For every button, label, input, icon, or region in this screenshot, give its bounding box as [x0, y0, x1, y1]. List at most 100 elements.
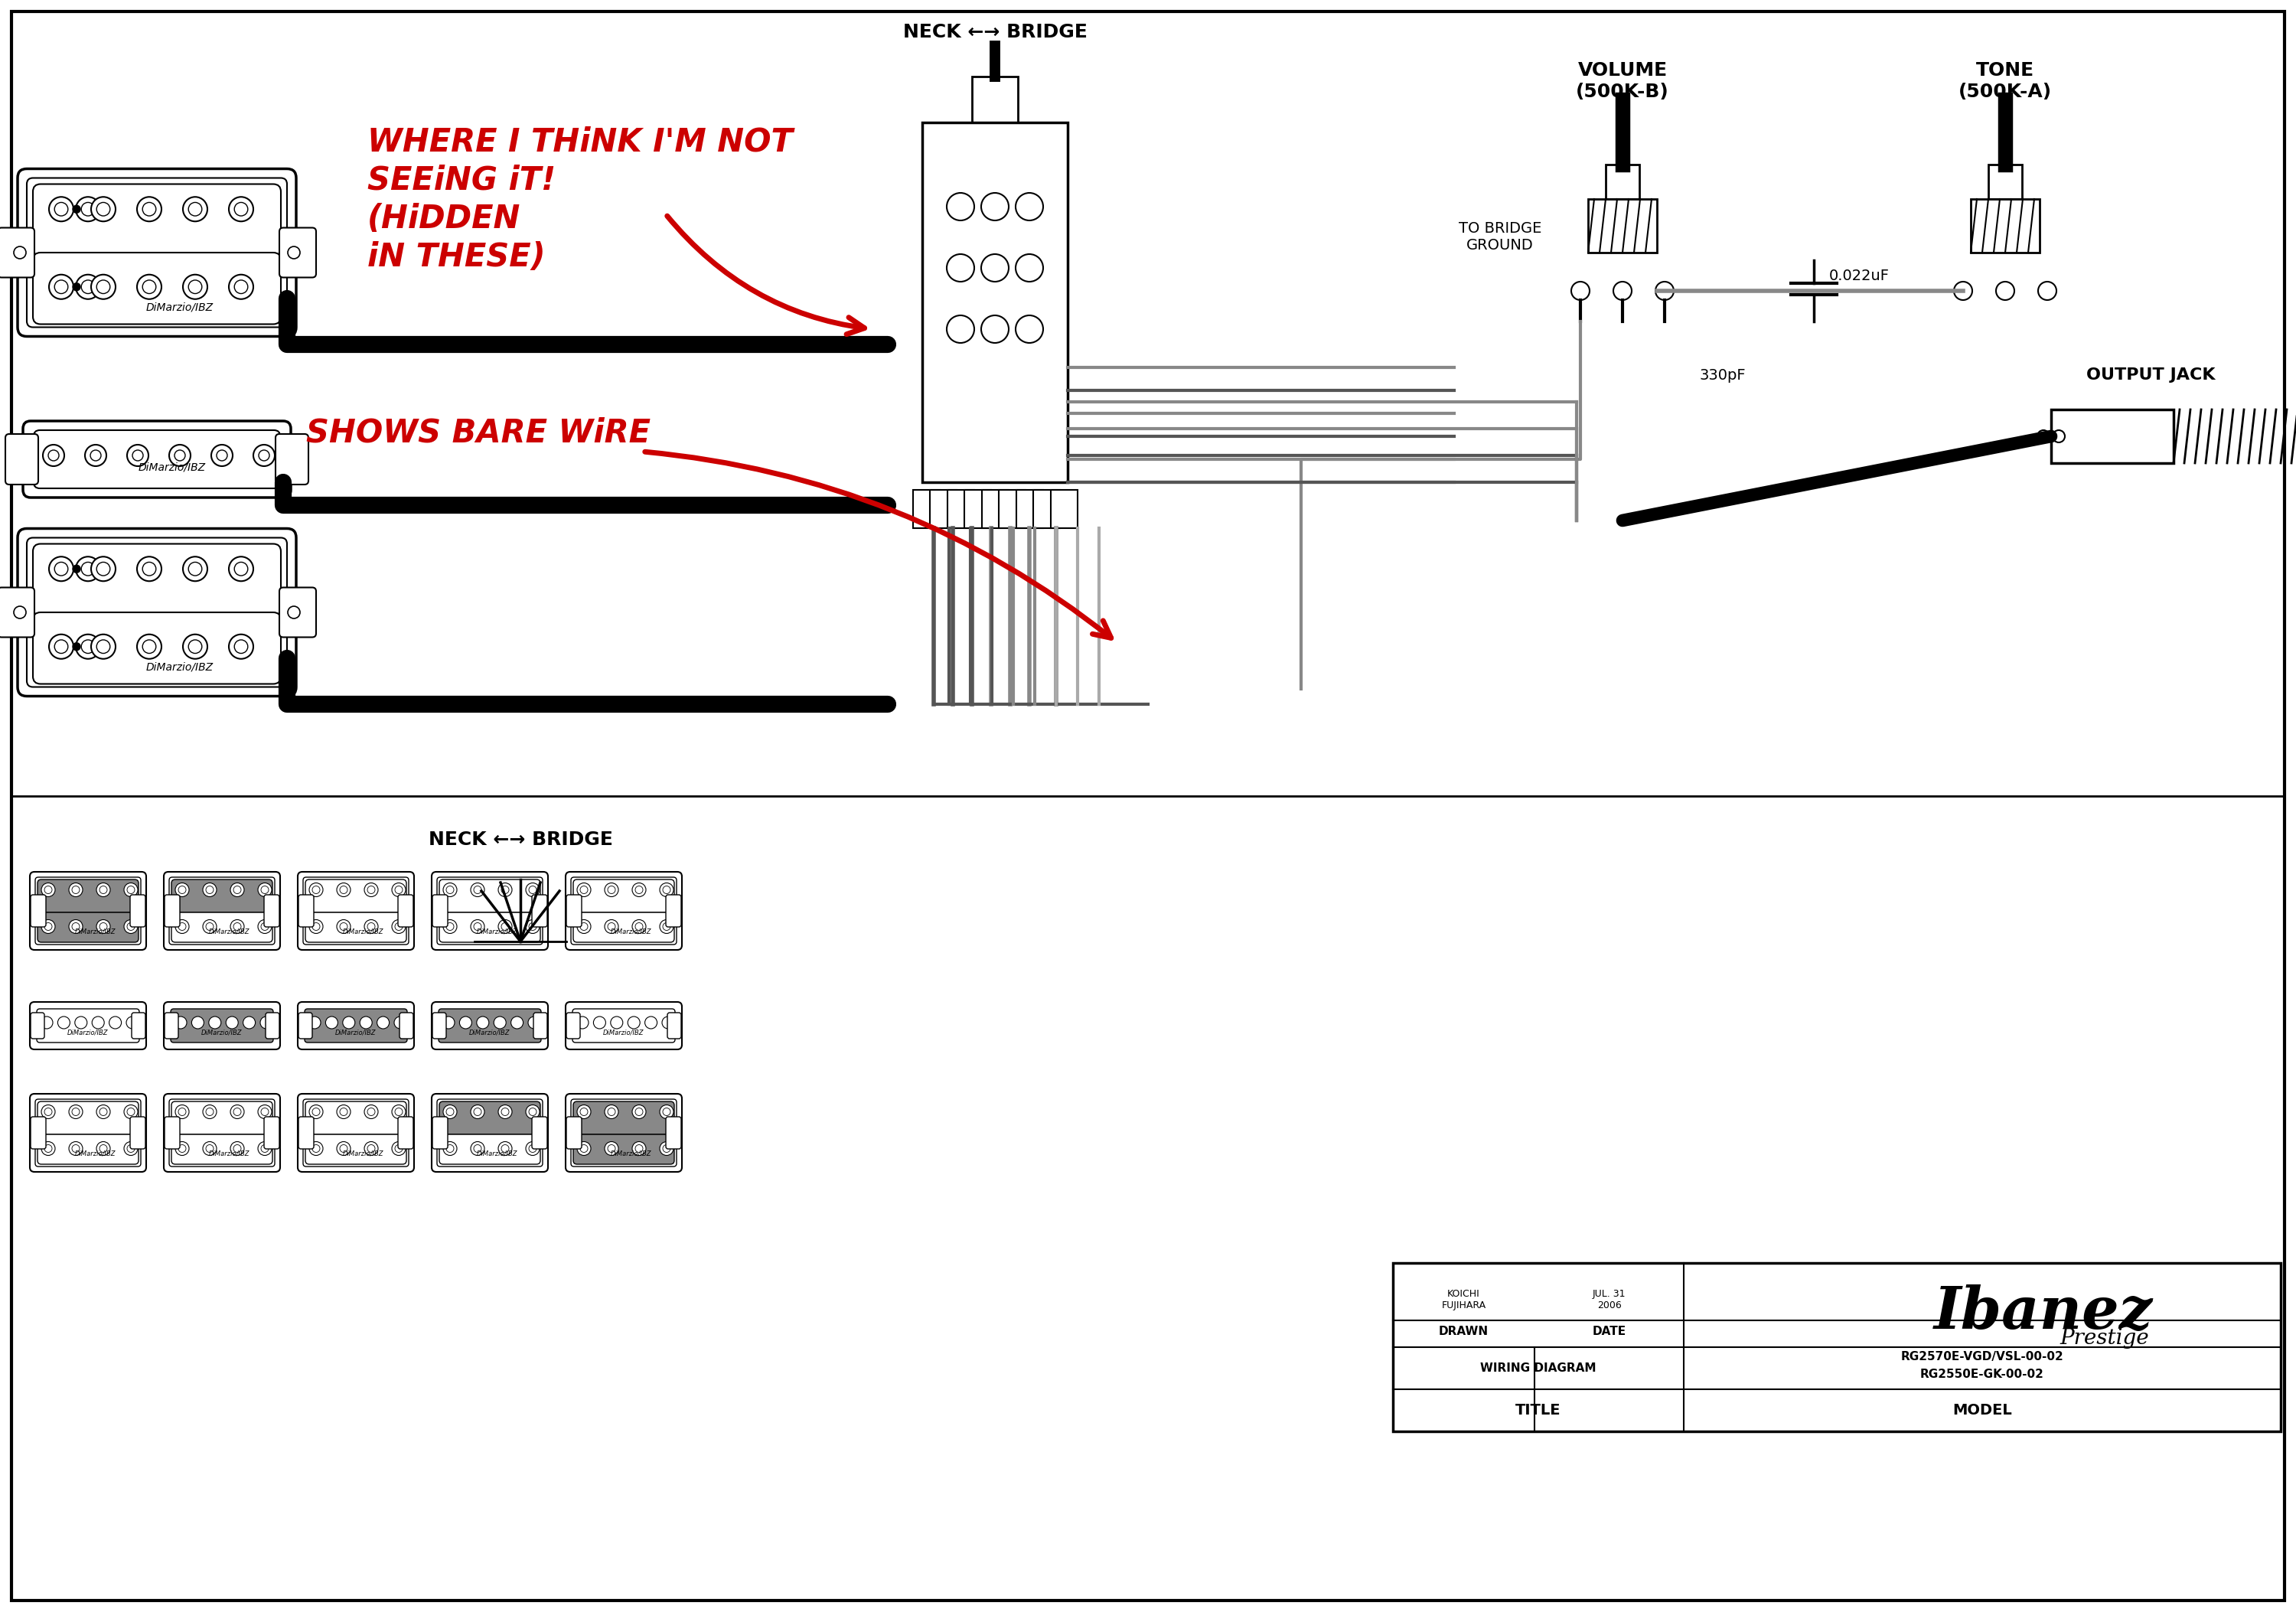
Circle shape [207, 922, 214, 930]
FancyBboxPatch shape [37, 1101, 138, 1135]
FancyBboxPatch shape [30, 1003, 147, 1049]
Circle shape [76, 556, 101, 582]
Circle shape [234, 280, 248, 293]
Circle shape [230, 883, 243, 896]
Circle shape [243, 1017, 255, 1028]
Circle shape [211, 445, 232, 466]
Text: DiMarzio/IBZ: DiMarzio/IBZ [478, 1149, 519, 1156]
Circle shape [41, 883, 55, 896]
Circle shape [138, 274, 161, 300]
Circle shape [202, 920, 216, 933]
Circle shape [980, 316, 1008, 343]
Circle shape [184, 197, 207, 221]
Circle shape [664, 1107, 670, 1116]
Circle shape [636, 922, 643, 930]
FancyBboxPatch shape [565, 1095, 682, 1172]
Circle shape [2053, 430, 2064, 442]
Text: DiMarzio/IBZ: DiMarzio/IBZ [138, 463, 207, 472]
Bar [923, 123, 1068, 482]
Circle shape [262, 1107, 269, 1116]
Circle shape [188, 563, 202, 575]
Circle shape [365, 1141, 379, 1156]
Text: Ibanez: Ibanez [1933, 1285, 2154, 1341]
Circle shape [377, 1017, 390, 1028]
Circle shape [445, 1145, 455, 1153]
FancyBboxPatch shape [32, 613, 280, 683]
Circle shape [659, 920, 673, 933]
FancyBboxPatch shape [172, 1135, 273, 1164]
FancyBboxPatch shape [397, 895, 413, 927]
Circle shape [2039, 282, 2057, 300]
Text: RG2570E-VGD/VSL-00-02: RG2570E-VGD/VSL-00-02 [1901, 1351, 2064, 1362]
Text: SEEiNG iT!: SEEiNG iT! [367, 164, 556, 197]
FancyBboxPatch shape [439, 880, 540, 912]
Circle shape [1015, 316, 1042, 343]
Circle shape [395, 1107, 402, 1116]
Circle shape [48, 450, 60, 461]
Circle shape [340, 887, 347, 893]
Circle shape [608, 1107, 615, 1116]
Circle shape [44, 922, 53, 930]
Text: DiMarzio/IBZ: DiMarzio/IBZ [342, 927, 383, 935]
Circle shape [360, 1017, 372, 1028]
Circle shape [498, 1104, 512, 1119]
FancyBboxPatch shape [37, 1009, 140, 1043]
Circle shape [262, 1145, 269, 1153]
Circle shape [92, 274, 115, 300]
Circle shape [234, 563, 248, 575]
Circle shape [14, 247, 25, 258]
FancyBboxPatch shape [565, 1003, 682, 1049]
Circle shape [443, 1017, 455, 1028]
FancyBboxPatch shape [298, 1095, 413, 1172]
Circle shape [174, 450, 186, 461]
Bar [1605, 164, 1639, 198]
FancyBboxPatch shape [567, 1012, 581, 1038]
Circle shape [44, 1107, 53, 1116]
FancyBboxPatch shape [533, 1117, 546, 1149]
FancyBboxPatch shape [432, 872, 549, 949]
FancyBboxPatch shape [298, 1012, 312, 1038]
Circle shape [85, 445, 106, 466]
Circle shape [179, 1107, 186, 1116]
FancyBboxPatch shape [305, 1101, 406, 1135]
Circle shape [576, 1104, 590, 1119]
Circle shape [946, 193, 974, 221]
Circle shape [257, 883, 271, 896]
FancyBboxPatch shape [30, 895, 46, 927]
FancyBboxPatch shape [30, 872, 147, 949]
Circle shape [99, 887, 108, 893]
Circle shape [393, 920, 406, 933]
Circle shape [69, 920, 83, 933]
FancyBboxPatch shape [172, 880, 273, 912]
Circle shape [310, 1141, 324, 1156]
Text: (HiDDEN: (HiDDEN [367, 203, 521, 235]
Circle shape [41, 1104, 55, 1119]
Circle shape [124, 1141, 138, 1156]
Bar [1049, 490, 1077, 529]
Circle shape [174, 1104, 188, 1119]
Circle shape [338, 883, 351, 896]
Circle shape [312, 1145, 319, 1153]
Circle shape [312, 922, 319, 930]
FancyBboxPatch shape [37, 880, 138, 912]
Circle shape [664, 1145, 670, 1153]
Circle shape [230, 197, 253, 221]
Circle shape [631, 883, 645, 896]
Circle shape [179, 922, 186, 930]
Circle shape [257, 1104, 271, 1119]
Circle shape [395, 1145, 402, 1153]
Circle shape [659, 883, 673, 896]
FancyBboxPatch shape [298, 1003, 413, 1049]
Circle shape [631, 1104, 645, 1119]
Circle shape [512, 1017, 523, 1028]
Circle shape [367, 1107, 374, 1116]
Circle shape [257, 920, 271, 933]
Circle shape [55, 640, 69, 653]
Circle shape [581, 922, 588, 930]
Bar [1015, 490, 1042, 529]
Circle shape [225, 1017, 239, 1028]
Circle shape [664, 887, 670, 893]
FancyBboxPatch shape [264, 895, 280, 927]
Circle shape [631, 920, 645, 933]
Circle shape [71, 887, 80, 893]
